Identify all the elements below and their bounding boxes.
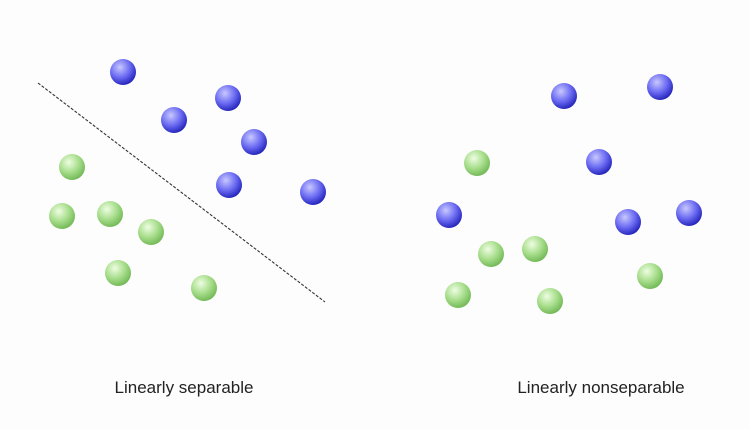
blue-point	[676, 200, 702, 226]
caption-linearly-separable: Linearly separable	[114, 378, 254, 397]
caption-linearly-nonseparable: Linearly nonseparable	[517, 378, 685, 397]
nonseparable-points	[436, 74, 702, 314]
blue-point	[551, 83, 577, 109]
blue-point	[300, 179, 326, 205]
green-point	[49, 203, 75, 229]
blue-point	[436, 202, 462, 228]
blue-point	[161, 107, 187, 133]
green-point	[105, 260, 131, 286]
green-point	[637, 263, 663, 289]
green-point	[97, 201, 123, 227]
green-point	[445, 282, 471, 308]
green-point	[464, 150, 490, 176]
blue-point	[110, 59, 136, 85]
blue-point	[647, 74, 673, 100]
separating-line	[37, 82, 326, 303]
green-point	[59, 154, 85, 180]
green-point	[138, 219, 164, 245]
green-point	[537, 288, 563, 314]
green-point	[478, 241, 504, 267]
green-point	[191, 275, 217, 301]
blue-point	[241, 129, 267, 155]
blue-point	[215, 85, 241, 111]
blue-point	[216, 172, 242, 198]
green-point	[522, 236, 548, 262]
separable-points	[49, 59, 326, 301]
blue-point	[615, 209, 641, 235]
blue-point	[586, 149, 612, 175]
classification-figure	[37, 59, 702, 314]
